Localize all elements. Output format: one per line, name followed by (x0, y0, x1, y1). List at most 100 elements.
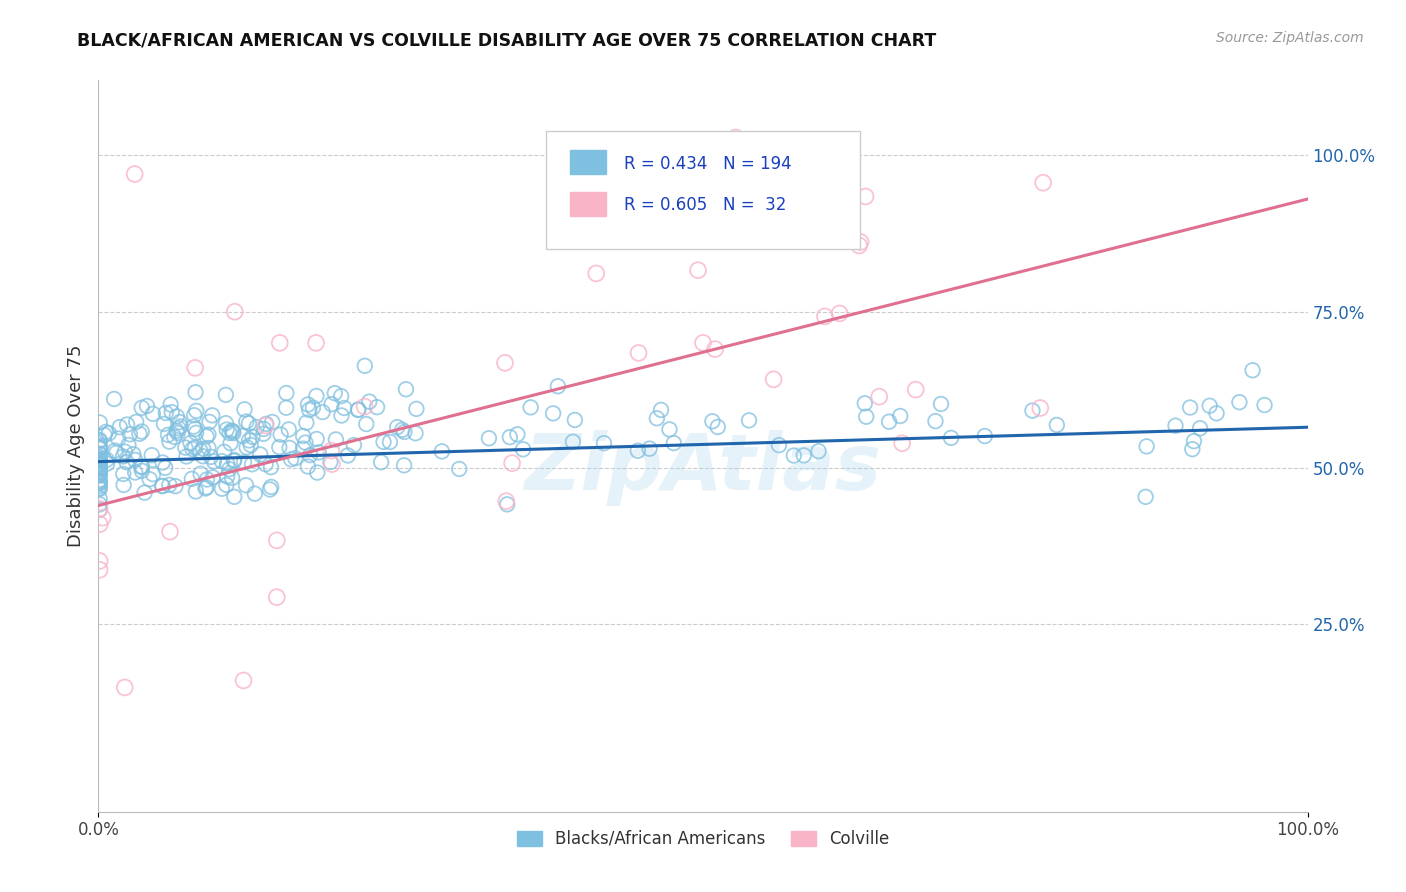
Point (89, 468, 111, 483)
Point (299, 448, 322, 462)
Point (89, 475, 111, 489)
Point (105, 446, 128, 460)
Point (496, 497, 519, 511)
Point (89, 463, 111, 477)
Point (157, 478, 180, 492)
Point (278, 441, 301, 455)
Point (215, 388, 238, 402)
Point (506, 427, 529, 442)
Point (1181, 442, 1204, 457)
Point (159, 524, 181, 539)
Point (224, 453, 246, 467)
Point (284, 451, 307, 466)
Point (222, 454, 245, 468)
Point (297, 397, 319, 411)
Point (129, 459, 152, 474)
Point (807, 444, 830, 458)
Point (1136, 439, 1159, 453)
Point (394, 425, 416, 439)
Point (122, 447, 145, 461)
Text: R = 0.434   N = 194: R = 0.434 N = 194 (624, 155, 792, 173)
Point (541, 406, 564, 420)
Point (1164, 418, 1187, 433)
Point (152, 479, 174, 493)
Point (392, 458, 415, 473)
Point (89, 454, 111, 468)
Point (294, 435, 316, 450)
Point (405, 426, 427, 441)
Point (707, 420, 730, 434)
Point (495, 494, 517, 508)
Point (134, 485, 156, 500)
Point (877, 415, 900, 429)
Point (547, 379, 569, 393)
Point (627, 346, 650, 360)
Point (724, 130, 747, 145)
Point (254, 417, 277, 431)
Point (738, 413, 761, 427)
Point (124, 453, 146, 467)
Point (235, 440, 257, 454)
Point (686, 263, 709, 277)
Point (112, 478, 135, 492)
Point (89, 479, 111, 493)
Point (215, 416, 238, 430)
Point (347, 403, 370, 417)
Point (298, 403, 321, 417)
Point (89, 433, 111, 447)
Point (1241, 363, 1264, 377)
Point (783, 449, 806, 463)
Point (197, 441, 219, 455)
Point (292, 429, 315, 443)
Point (96, 452, 118, 467)
Point (222, 425, 245, 440)
Point (855, 409, 877, 424)
Point (89, 457, 111, 471)
Point (89, 457, 111, 471)
Point (330, 409, 353, 423)
Point (627, 443, 650, 458)
Point (638, 442, 661, 456)
Point (266, 590, 288, 604)
Point (249, 447, 271, 461)
Point (449, 462, 471, 476)
Point (218, 426, 240, 441)
Point (159, 397, 181, 411)
Point (973, 429, 995, 443)
Point (89, 441, 111, 455)
Point (150, 479, 173, 493)
Point (107, 432, 129, 446)
Point (704, 342, 727, 356)
Point (1135, 490, 1157, 504)
FancyBboxPatch shape (569, 151, 606, 174)
Point (222, 424, 245, 438)
Point (385, 420, 408, 434)
Point (89, 482, 111, 496)
Point (269, 440, 291, 454)
Point (142, 467, 165, 482)
Point (180, 436, 202, 450)
Point (1189, 421, 1212, 435)
FancyBboxPatch shape (569, 192, 606, 216)
Point (125, 415, 148, 429)
Point (221, 424, 243, 438)
Point (1182, 434, 1205, 449)
Point (89, 491, 111, 506)
Point (564, 413, 586, 427)
Text: Source: ZipAtlas.com: Source: ZipAtlas.com (1216, 31, 1364, 45)
Point (195, 473, 218, 487)
Point (153, 460, 176, 475)
Point (89, 465, 111, 479)
Point (395, 382, 418, 396)
Point (142, 407, 165, 421)
Point (201, 409, 224, 423)
Point (128, 426, 150, 441)
Point (645, 411, 668, 425)
Point (96, 457, 118, 471)
Point (215, 478, 238, 492)
Point (98, 426, 121, 441)
Point (855, 189, 877, 203)
Point (373, 434, 395, 449)
Point (89, 467, 111, 481)
Point (89, 450, 111, 464)
